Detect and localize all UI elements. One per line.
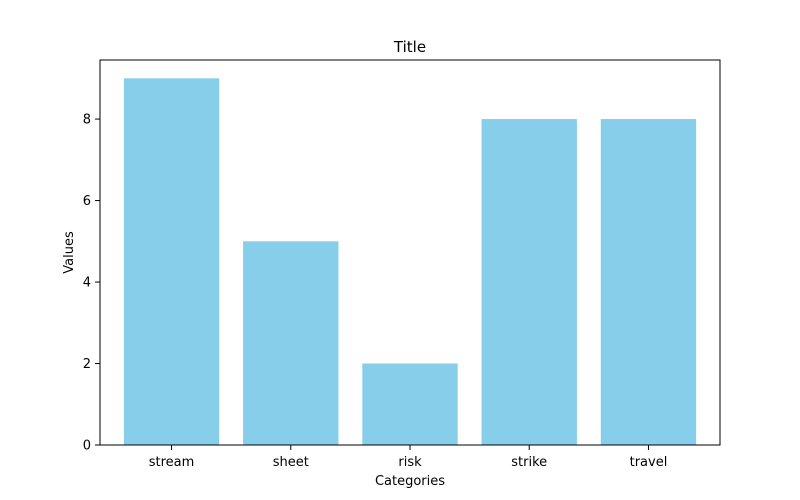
x-tick-label-strike: strike <box>511 455 547 470</box>
chart-title: Title <box>393 38 426 56</box>
bar-risk <box>362 363 458 445</box>
y-axis-label: Values <box>62 231 77 274</box>
y-tick-label-0: 0 <box>83 439 91 454</box>
y-tick-label-8: 8 <box>83 113 91 128</box>
x-tick-label-risk: risk <box>398 455 422 470</box>
y-tick-label-4: 4 <box>83 276 91 291</box>
y-tick-label-2: 2 <box>83 357 91 372</box>
bar-stream <box>123 78 220 445</box>
y-tick-label-6: 6 <box>83 194 91 209</box>
bar-strike <box>481 119 577 445</box>
bars-layer <box>123 78 697 445</box>
x-tick-label-sheet: sheet <box>273 455 309 470</box>
y-axis-ticks: 0 2 4 6 8 <box>83 113 100 454</box>
x-axis-label: Categories <box>375 474 445 489</box>
bar-sheet <box>243 241 339 445</box>
x-tick-label-stream: stream <box>149 455 195 470</box>
x-tick-label-travel: travel <box>630 455 668 470</box>
x-axis-ticks: stream sheet risk strike travel <box>149 445 668 470</box>
bar-travel <box>600 119 697 445</box>
plot-frame <box>99 59 721 446</box>
